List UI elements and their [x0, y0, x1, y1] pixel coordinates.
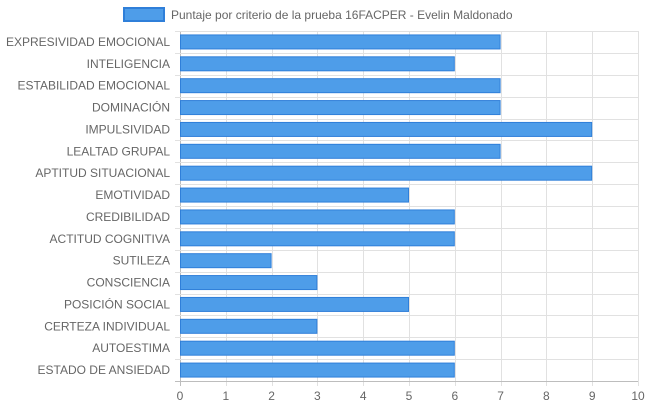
- bars: [180, 34, 593, 378]
- x-tick-label: 6: [451, 389, 458, 403]
- bar[interactable]: [180, 187, 409, 203]
- x-tick-label: 9: [589, 389, 596, 403]
- category-label: EMOTIVIDAD: [95, 188, 170, 202]
- category-label: POSICIÓN SOCIAL: [64, 296, 170, 311]
- x-tick-label: 3: [314, 389, 321, 403]
- bar[interactable]: [180, 296, 409, 312]
- category-label: SUTILEZA: [113, 254, 170, 268]
- category-labels: EXPRESIVIDAD EMOCIONAL INTELIGENCIA ESTABI…: [6, 35, 170, 377]
- x-tick-label: 10: [631, 389, 645, 403]
- bar[interactable]: [180, 340, 455, 356]
- bar[interactable]: [180, 78, 501, 94]
- x-tick-label: 1: [222, 389, 229, 403]
- legend-swatch: [123, 7, 165, 22]
- category-label: ESTABILIDAD EMOCIONAL: [18, 79, 171, 93]
- x-tick-label: 0: [177, 389, 184, 403]
- category-label: CERTEZA INDIVIDUAL: [44, 319, 170, 333]
- category-label: EXPRESIVIDAD EMOCIONAL: [6, 35, 170, 49]
- category-label: AUTOESTIMA: [92, 341, 170, 355]
- bar[interactable]: [180, 231, 455, 247]
- category-label: ACTITUD COGNITIVA: [50, 232, 170, 246]
- bar[interactable]: [180, 165, 593, 181]
- category-label: INTELIGENCIA: [87, 57, 170, 71]
- bar[interactable]: [180, 143, 501, 159]
- x-axis-tick-labels: 0 1 2 3 4 5 6 7 8 9 10: [177, 389, 645, 403]
- legend-label: Puntaje por criterio de la prueba 16FACP…: [171, 8, 513, 22]
- category-label: DOMINACIÓN: [92, 100, 170, 115]
- x-tick-label: 8: [543, 389, 550, 403]
- category-label: CREDIBILIDAD: [86, 210, 170, 224]
- category-label: IMPULSIVIDAD: [85, 122, 170, 136]
- bar[interactable]: [180, 362, 455, 378]
- bar[interactable]: [180, 318, 318, 334]
- legend[interactable]: Puntaje por criterio de la prueba 16FACP…: [123, 7, 513, 22]
- x-tick-label: 2: [268, 389, 275, 403]
- category-label: CONSCIENCIA: [87, 276, 170, 290]
- x-tick-label: 7: [497, 389, 504, 403]
- bar[interactable]: [180, 100, 501, 116]
- bar[interactable]: [180, 209, 455, 225]
- bar[interactable]: [180, 121, 593, 137]
- category-label: APTITUD SITUACIONAL: [35, 166, 170, 180]
- category-label: LEALTAD GRUPAL: [67, 144, 171, 158]
- bar[interactable]: [180, 253, 272, 269]
- x-tick-label: 5: [406, 389, 413, 403]
- category-label: ESTADO DE ANSIEDAD: [38, 363, 171, 377]
- bar[interactable]: [180, 275, 318, 291]
- x-tick-label: 4: [360, 389, 367, 403]
- bar[interactable]: [180, 34, 501, 50]
- bar[interactable]: [180, 56, 455, 72]
